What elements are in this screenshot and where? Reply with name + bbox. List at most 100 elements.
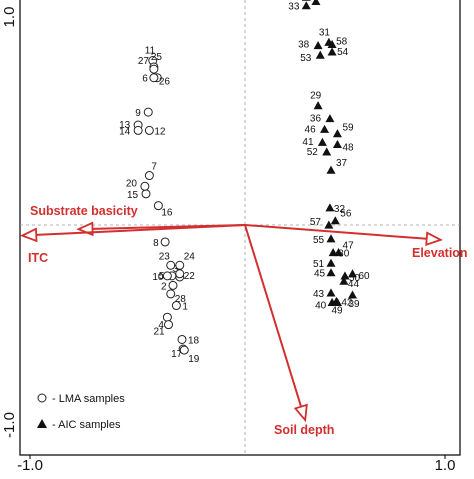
aic-point-48 — [333, 140, 342, 148]
arrow-label-elevation: Elevation — [412, 246, 468, 260]
aic-point-label-47: 47 — [343, 241, 355, 252]
lma-point-label-20: 20 — [126, 178, 138, 189]
aic-point-label-29: 29 — [310, 91, 322, 102]
legend-label-0: - LMA samples — [52, 393, 125, 405]
aic-point-label-31: 31 — [319, 27, 331, 38]
lma-point-26 — [150, 74, 158, 82]
aic-point-36 — [325, 114, 334, 122]
arrow-label-substrate-basicity: Substrate basicity — [30, 204, 138, 218]
lma-point-label-26: 26 — [159, 77, 171, 88]
arrow-head-itc — [22, 229, 36, 241]
aic-point-label-40: 40 — [315, 300, 327, 311]
aic-point-56 — [331, 216, 340, 224]
aic-point-label-37: 37 — [336, 158, 348, 169]
lma-point-label-22: 22 — [184, 271, 196, 282]
legend-label-1: - AIC samples — [52, 419, 121, 431]
arrow-head-elevation — [426, 233, 440, 245]
aic-point-label-54: 54 — [337, 47, 349, 58]
lma-point-24 — [176, 261, 184, 269]
aic-point-57 — [324, 221, 333, 229]
aic-point-37 — [327, 166, 336, 174]
lma-point-label-8: 8 — [153, 238, 159, 249]
aic-point-label-33: 33 — [288, 2, 300, 13]
lma-point-label-28: 28 — [175, 294, 187, 305]
aic-point-55 — [327, 234, 336, 242]
aic-point-45 — [327, 268, 336, 276]
aic-point-label-42: 42 — [341, 297, 353, 308]
aic-point-label-59: 59 — [342, 123, 354, 134]
lma-point-label-27: 27 — [138, 56, 150, 67]
aic-point-34 — [311, 0, 320, 5]
aic-point-43 — [327, 288, 336, 296]
aic-point-35 — [302, 0, 311, 1]
lma-point-15 — [142, 190, 150, 198]
aic-point-label-57: 57 — [310, 217, 322, 228]
aic-point-41 — [318, 138, 327, 146]
lma-point-label-19: 19 — [188, 354, 200, 365]
lma-point-8 — [161, 238, 169, 246]
legend-marker-aic — [37, 419, 47, 428]
legend-marker-lma — [38, 394, 46, 402]
aic-point-46 — [320, 125, 329, 133]
aic-point-label-60: 60 — [359, 271, 371, 282]
lma-point-19 — [180, 346, 188, 354]
lma-point-label-21: 21 — [154, 327, 166, 338]
lma-point-18 — [178, 335, 186, 343]
lma-point-12 — [145, 126, 153, 134]
aic-point-53 — [316, 51, 325, 59]
lma-point-4 — [163, 313, 171, 321]
lma-point-label-12: 12 — [154, 126, 166, 137]
aic-point-label-58: 58 — [336, 36, 348, 47]
lma-point-10 — [163, 272, 171, 280]
lma-point-21 — [165, 321, 173, 329]
lma-point-label-2: 2 — [161, 281, 167, 292]
arrow-head-soil-depth — [295, 405, 306, 420]
aic-point-label-45: 45 — [314, 269, 326, 280]
lma-point-9 — [144, 108, 152, 116]
lma-point-label-24: 24 — [184, 251, 196, 262]
arrow-elevation — [245, 225, 427, 239]
lma-point-label-7: 7 — [151, 162, 157, 173]
lma-point-14 — [134, 126, 142, 134]
lma-point-label-15: 15 — [127, 190, 139, 201]
lma-point-20 — [141, 182, 149, 190]
y-tick-label-0: 1.0 — [1, 7, 18, 28]
aic-point-label-52: 52 — [307, 147, 319, 158]
lma-point-label-25: 25 — [151, 52, 163, 63]
aic-point-label-46: 46 — [305, 124, 317, 135]
aic-point-59 — [333, 129, 342, 137]
lma-point-28 — [167, 290, 175, 298]
lma-point-label-16: 16 — [161, 208, 173, 219]
lma-point-23 — [167, 261, 175, 269]
aic-point-label-48: 48 — [342, 142, 354, 153]
arrow-soil-depth — [245, 225, 301, 407]
aic-point-label-51: 51 — [313, 259, 325, 270]
aic-point-label-55: 55 — [313, 235, 325, 246]
lma-point-7 — [145, 172, 153, 180]
aic-point-29 — [314, 101, 323, 109]
aic-point-52 — [322, 147, 331, 155]
lma-point-label-9: 9 — [135, 108, 141, 119]
aic-point-label-38: 38 — [298, 39, 310, 50]
x-tick-label-0: -1.0 — [17, 457, 43, 474]
lma-point-label-18: 18 — [188, 335, 200, 346]
aic-point-label-56: 56 — [340, 209, 352, 220]
lma-point-label-10: 10 — [152, 272, 164, 283]
arrow-label-soil-depth: Soil depth — [274, 423, 334, 437]
aic-point-label-53: 53 — [300, 53, 312, 64]
y-tick-label-1: -1.0 — [1, 412, 18, 438]
aic-point-label-36: 36 — [310, 114, 322, 125]
aic-point-label-43: 43 — [313, 289, 325, 300]
arrow-itc — [36, 225, 245, 235]
lma-point-27 — [150, 65, 158, 73]
aic-point-54 — [328, 47, 337, 55]
lma-point-label-14: 14 — [119, 126, 131, 137]
lma-point-label-23: 23 — [159, 251, 171, 262]
aic-point-33 — [302, 1, 311, 9]
lma-point-22 — [176, 270, 184, 278]
x-tick-label-1: 1.0 — [435, 457, 456, 474]
aic-point-38 — [314, 41, 323, 49]
lma-point-2 — [169, 281, 177, 289]
